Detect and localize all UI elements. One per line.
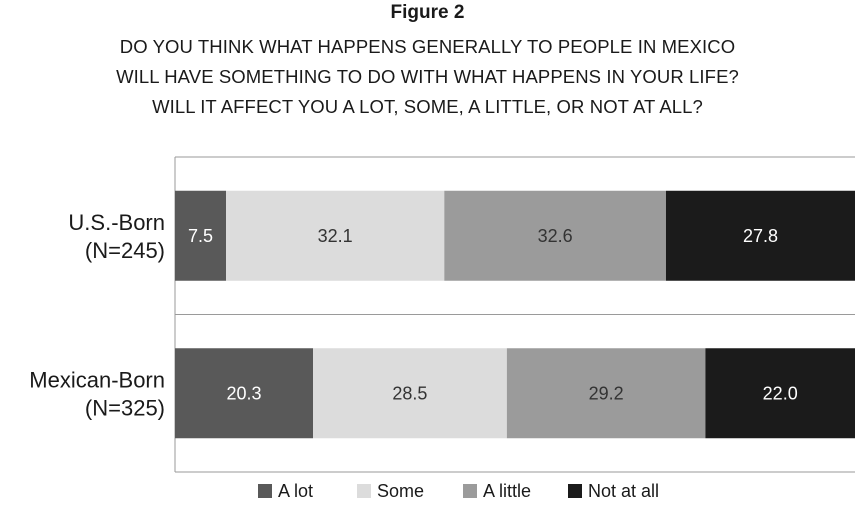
bar-segment-some — [313, 348, 507, 439]
category-n-label: (N=245) — [85, 238, 165, 263]
bar-segment-a-little — [506, 348, 706, 439]
legend-label: A lot — [278, 481, 313, 501]
bar-value-label: 27.8 — [743, 226, 778, 246]
legend-swatch — [258, 484, 272, 498]
bar-segment-not-at-all — [705, 348, 855, 439]
bar-value-label: 29.2 — [589, 383, 624, 403]
legend-swatch — [463, 484, 477, 498]
question-line-2: WILL HAVE SOMETHING TO DO WITH WHAT HAPP… — [116, 66, 739, 87]
question-line-3: WILL IT AFFECT YOU A LOT, SOME, A LITTLE… — [152, 96, 703, 117]
legend-label: Some — [377, 481, 424, 501]
bar-value-label: 32.1 — [318, 226, 353, 246]
bar-segment-a-little — [444, 190, 666, 281]
bar-value-label: 28.5 — [392, 383, 427, 403]
legend-label: Not at all — [588, 481, 659, 501]
bar-segment-a-lot — [175, 348, 314, 439]
question-line-1: DO YOU THINK WHAT HAPPENS GENERALLY TO P… — [119, 36, 736, 57]
legend-label: A little — [483, 481, 531, 501]
bar-segment-a-lot — [175, 190, 226, 281]
bar-value-label: 32.6 — [538, 226, 573, 246]
figure-label: Figure 2 — [390, 2, 465, 23]
legend-swatch — [357, 484, 371, 498]
category-label: Mexican-Born — [29, 367, 165, 392]
category-label: U.S.-Born — [68, 210, 165, 235]
bar-value-label: 7.5 — [188, 226, 213, 246]
bar-segment-some — [226, 190, 445, 281]
bar-segment-not-at-all — [665, 190, 855, 281]
legend-swatch — [568, 484, 582, 498]
category-n-label: (N=325) — [85, 395, 165, 420]
bar-value-label: 20.3 — [226, 383, 261, 403]
bar-value-label: 22.0 — [763, 383, 798, 403]
